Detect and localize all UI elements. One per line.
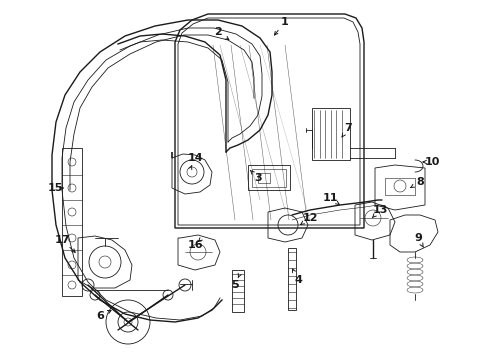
- Text: 3: 3: [254, 173, 262, 183]
- Bar: [232, 270, 244, 312]
- Text: 16: 16: [187, 240, 203, 250]
- Text: 5: 5: [231, 280, 239, 290]
- Text: 17: 17: [54, 235, 70, 245]
- Bar: [62, 148, 82, 296]
- Bar: [248, 165, 290, 190]
- Text: 6: 6: [96, 311, 104, 321]
- Text: 13: 13: [372, 205, 388, 215]
- Text: 4: 4: [294, 275, 302, 285]
- Bar: [288, 248, 296, 310]
- Text: 7: 7: [344, 123, 352, 133]
- Text: 9: 9: [414, 233, 422, 243]
- Text: 1: 1: [281, 17, 289, 27]
- Text: 2: 2: [214, 27, 222, 37]
- Text: 15: 15: [48, 183, 63, 193]
- Text: 12: 12: [302, 213, 318, 223]
- Bar: [312, 108, 350, 160]
- Text: 14: 14: [187, 153, 203, 163]
- Bar: [258, 173, 270, 183]
- Text: 11: 11: [322, 193, 338, 203]
- Text: 8: 8: [416, 177, 424, 187]
- Bar: [252, 169, 286, 187]
- Text: 10: 10: [424, 157, 440, 167]
